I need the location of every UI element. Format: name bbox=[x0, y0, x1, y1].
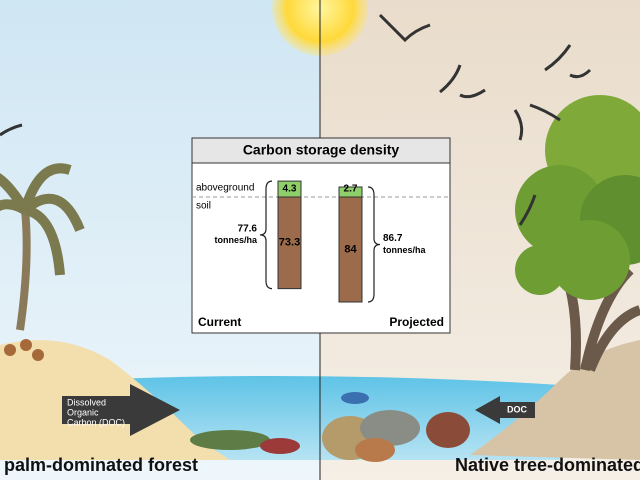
bar-segment bbox=[338, 196, 363, 303]
data-label: 4.3 bbox=[283, 184, 297, 195]
doc-arrow-right bbox=[475, 396, 535, 424]
palm-tree bbox=[0, 163, 85, 361]
title-bar bbox=[191, 137, 451, 164]
doc-text: Carbon (DOC) bbox=[67, 417, 125, 427]
doc-text: Organic bbox=[67, 407, 99, 417]
birds bbox=[0, 13, 592, 226]
data-label: 84 bbox=[344, 243, 357, 255]
total-unit: tonnes/ha bbox=[383, 245, 426, 255]
forest-label: palm-dominated forest bbox=[4, 455, 198, 475]
category-label: Projected bbox=[389, 315, 444, 329]
category-label: Current bbox=[198, 315, 241, 329]
chart-title: Carbon storage density bbox=[243, 142, 400, 158]
total-brace bbox=[367, 186, 381, 303]
doc-text: Dissolved bbox=[67, 397, 106, 407]
bar-segment bbox=[277, 196, 302, 290]
forest-label: Native tree-dominated forest bbox=[455, 455, 640, 475]
doc-arrow-left bbox=[62, 384, 180, 436]
reef bbox=[190, 392, 470, 462]
legend-label: aboveground bbox=[196, 183, 254, 194]
chart: Carbon storage density aboveground soil … bbox=[191, 137, 451, 334]
ground bbox=[470, 340, 640, 460]
total-label: 86.7 bbox=[383, 233, 403, 244]
data-label: 73.3 bbox=[279, 237, 300, 249]
doc-label-left: Dissolved Organic Carbon (DOC) bbox=[67, 397, 125, 427]
legend-label: soil bbox=[196, 201, 211, 212]
data-label: 2.7 bbox=[344, 184, 358, 195]
total-brace bbox=[259, 180, 273, 290]
doc-text: DOC bbox=[507, 404, 528, 414]
total-unit: tonnes/ha bbox=[214, 235, 257, 245]
total-label: 77.6 bbox=[238, 223, 258, 234]
native-tree bbox=[515, 95, 640, 372]
